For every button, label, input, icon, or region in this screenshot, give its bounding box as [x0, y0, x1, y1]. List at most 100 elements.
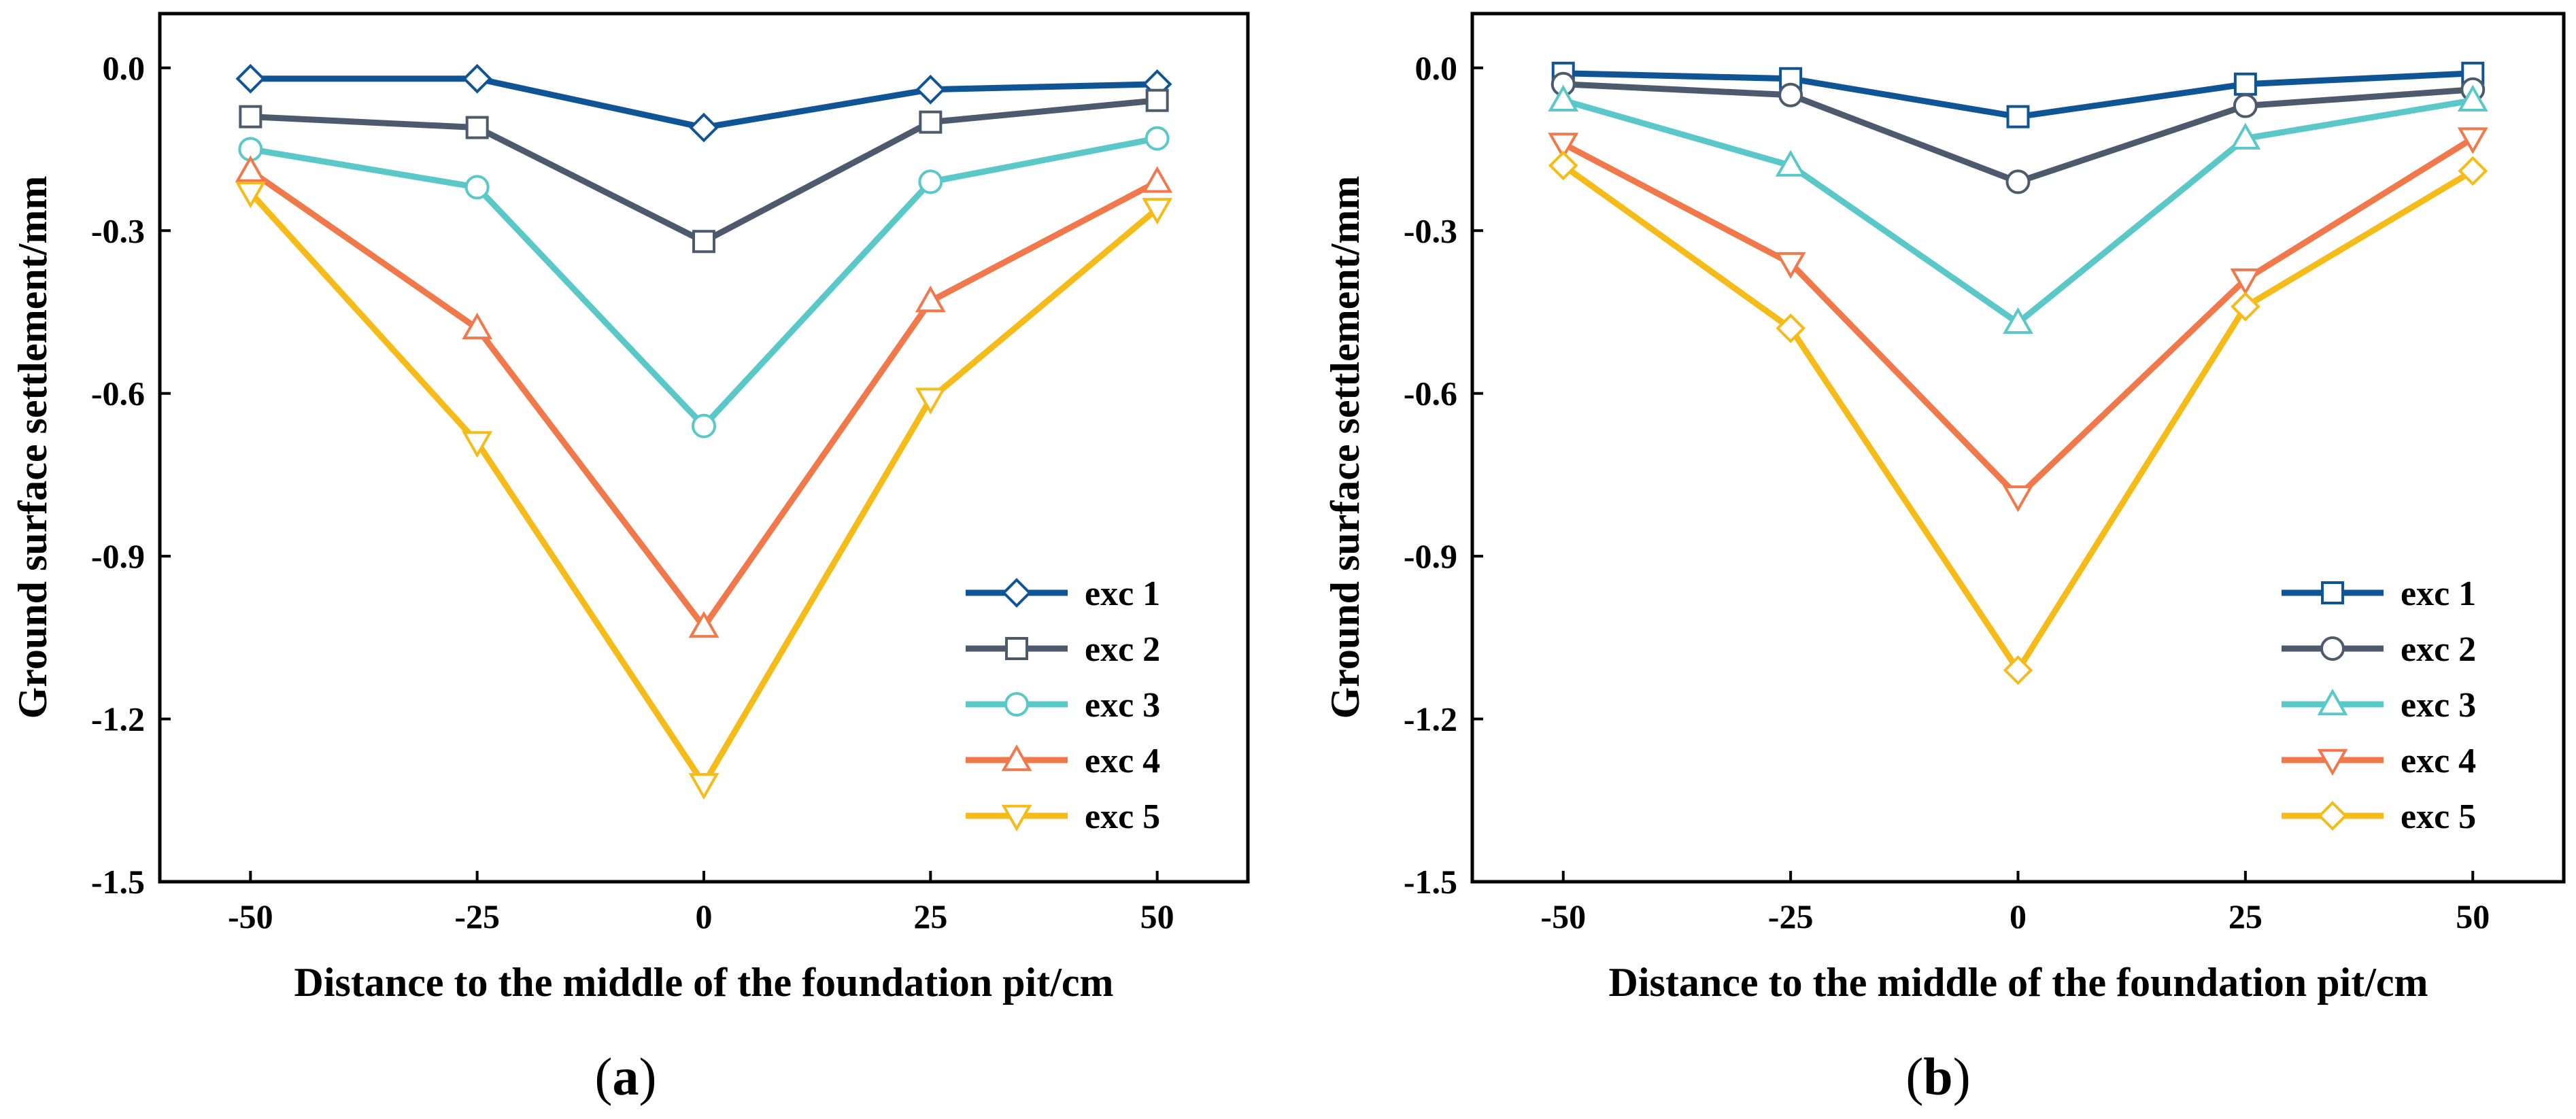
- data-point: [2233, 72, 2257, 96]
- data-point: [2005, 169, 2031, 194]
- x-axis-title: Distance to the middle of the foundation…: [294, 960, 1114, 1005]
- series-exc-1: [1551, 61, 2485, 128]
- y-tick-label: -0.3: [91, 211, 145, 249]
- legend-marker: [1002, 578, 1032, 608]
- legend-item: exc 5: [2282, 797, 2476, 836]
- data-point: [1548, 150, 1578, 181]
- data-point: [688, 610, 719, 638]
- series-exc-3: [238, 126, 1170, 438]
- legend-item: exc 2: [966, 630, 1160, 669]
- data-point: [915, 388, 946, 415]
- series-exc-2: [239, 88, 1169, 254]
- x-tick-label: -50: [228, 897, 273, 935]
- legend-label: exc 3: [1085, 686, 1160, 725]
- series-line: [250, 135, 1158, 430]
- y-axis-ticks: 0.0 -0.3 -0.6 -0.9 -1.2 -1.5: [91, 49, 171, 901]
- legend-marker: [1004, 692, 1029, 717]
- y-tick-label: -0.6: [1404, 375, 1457, 413]
- legend-label: exc 1: [2401, 574, 2476, 613]
- y-tick-label: -1.5: [91, 863, 145, 901]
- legend-item: exc 3: [966, 686, 1160, 725]
- y-axis-title: Ground surface settlement/mm: [10, 176, 55, 719]
- chart-panel-b: 0.0 -0.3 -0.6 -0.9 -1.2 -1.5 -50 -25 0 25 50 exc …: [1323, 12, 2566, 1106]
- legend-item: exc 5: [966, 797, 1160, 836]
- data-point: [465, 116, 489, 139]
- x-axis-title: Distance to the middle of the foundation…: [1609, 960, 2428, 1005]
- data-point: [1548, 84, 1579, 111]
- y-tick-label: 0.0: [1415, 49, 1458, 87]
- legend-item: exc 1: [966, 574, 1160, 613]
- legend-label: exc 2: [1085, 630, 1160, 669]
- x-tick-label: -25: [454, 897, 500, 935]
- series-line: [1563, 81, 2473, 185]
- legend-item: exc 4: [2282, 742, 2476, 780]
- legend-item: exc 4: [966, 742, 1160, 780]
- data-point: [235, 182, 266, 209]
- legend-label: exc 1: [1085, 574, 1160, 613]
- legend-marker: [2321, 581, 2344, 604]
- x-tick-label: 25: [913, 897, 947, 935]
- data-point: [239, 105, 262, 128]
- legend-marker: [2317, 748, 2348, 776]
- series-exc-5: [1548, 150, 2488, 685]
- data-point: [1142, 166, 1173, 193]
- data-point: [2003, 307, 2033, 334]
- data-point: [692, 413, 716, 438]
- legend-label: exc 5: [2401, 797, 2476, 836]
- series-exc-4: [235, 155, 1173, 638]
- series-layer: [1548, 61, 2488, 685]
- data-point: [1548, 133, 1579, 160]
- data-point: [235, 63, 266, 94]
- series-exc-5: [235, 182, 1173, 800]
- legend-marker: [2318, 801, 2348, 831]
- series-exc-2: [1550, 71, 2486, 194]
- data-point: [2003, 485, 2033, 513]
- data-point: [2458, 156, 2488, 186]
- y-tick-label: -0.9: [1404, 537, 1457, 575]
- data-point: [1145, 88, 1169, 112]
- legend-item: exc 2: [2282, 630, 2476, 669]
- y-tick-label: -1.5: [1404, 863, 1457, 901]
- data-point: [1778, 82, 1803, 107]
- data-point: [462, 312, 493, 340]
- x-tick-label: -25: [1768, 897, 1814, 935]
- x-tick-label: 25: [2228, 897, 2263, 935]
- x-axis-ticks: -50 -25 0 25 50: [228, 871, 1174, 935]
- data-point: [692, 230, 715, 254]
- data-point: [2006, 105, 2030, 128]
- legend-marker: [2317, 688, 2348, 716]
- series-exc-3: [1548, 84, 2488, 334]
- y-tick-label: -1.2: [1404, 700, 1457, 738]
- data-point: [462, 431, 493, 458]
- data-point: [1775, 150, 1806, 177]
- data-point: [2233, 93, 2258, 118]
- y-tick-label: -0.6: [91, 375, 145, 413]
- x-axis-ticks: -50 -25 0 25 50: [1540, 871, 2490, 935]
- legend-item: exc 1: [2282, 574, 2476, 613]
- series-layer: [235, 63, 1173, 800]
- data-point: [915, 74, 946, 105]
- x-tick-label: 50: [1140, 897, 1174, 935]
- x-tick-label: 50: [2456, 897, 2490, 935]
- legend-label: exc 4: [1085, 742, 1160, 780]
- legend-label: exc 5: [1085, 797, 1160, 836]
- data-point: [2457, 127, 2488, 154]
- x-tick-label: 0: [2010, 897, 2027, 935]
- series-exc-4: [1548, 127, 2488, 513]
- y-tick-label: -0.3: [1404, 211, 1457, 249]
- legend-item: exc 3: [2282, 686, 2476, 725]
- data-point: [1142, 198, 1173, 225]
- data-point: [235, 155, 266, 182]
- panel-label-a: (a): [595, 1047, 657, 1106]
- panel-label-b: (b): [1905, 1047, 1970, 1106]
- legend-label: exc 3: [2401, 686, 2476, 725]
- chart-panel-a: 0.0 -0.3 -0.6 -0.9 -1.2 -1.5 -50 -25 0 25 50 exc …: [10, 12, 1250, 1106]
- data-point: [2457, 84, 2488, 111]
- y-tick-label: -1.2: [91, 700, 145, 738]
- data-point: [915, 285, 946, 313]
- data-point: [919, 110, 943, 134]
- data-point: [2230, 268, 2261, 296]
- data-point: [464, 175, 490, 200]
- data-point: [1775, 252, 1806, 279]
- data-point: [1145, 126, 1170, 151]
